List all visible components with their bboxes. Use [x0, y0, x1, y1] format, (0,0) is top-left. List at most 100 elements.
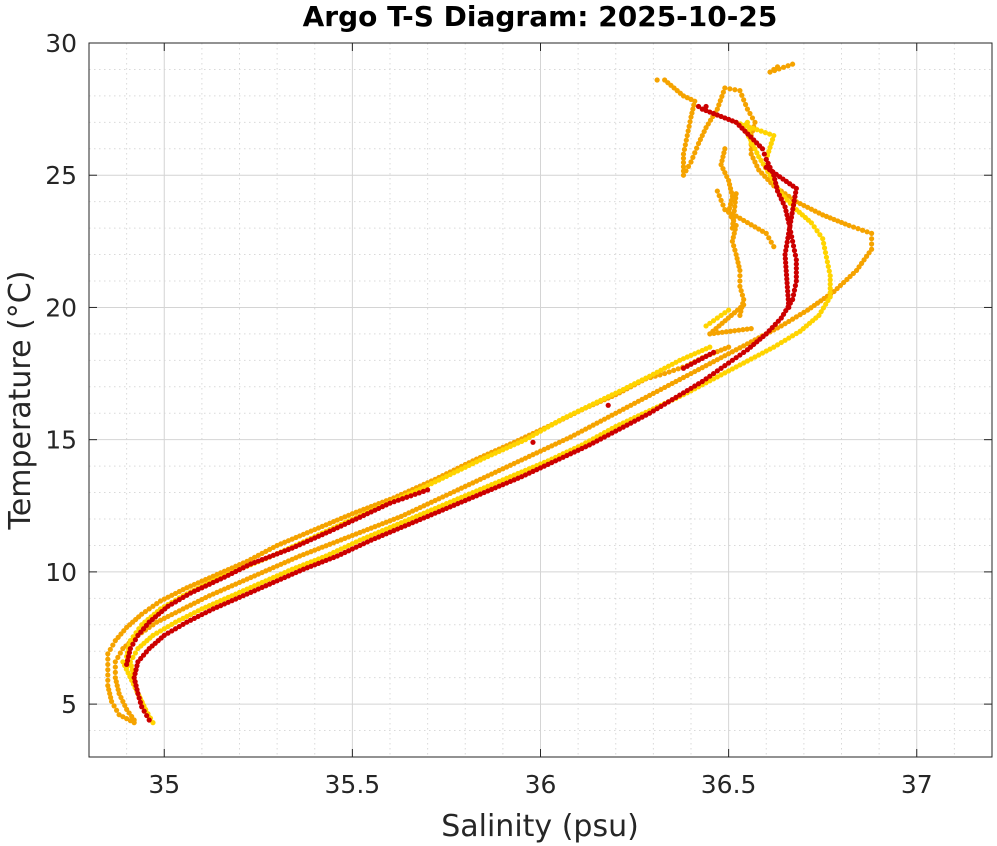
data-point	[146, 717, 152, 723]
data-point	[726, 307, 732, 313]
data-point	[560, 415, 566, 422]
data-point	[115, 686, 121, 693]
data-point	[681, 146, 688, 153]
data-point	[793, 265, 799, 271]
data-point	[605, 402, 611, 408]
data-point	[685, 163, 692, 170]
data-point	[420, 488, 427, 494]
data-point	[769, 136, 776, 143]
data-point	[754, 163, 760, 169]
data-point	[699, 378, 705, 385]
data-point	[737, 312, 743, 318]
data-point	[416, 490, 422, 496]
data-point	[827, 281, 833, 287]
data-point	[741, 349, 747, 355]
data-point	[714, 188, 720, 194]
y-tick-label: 20	[45, 293, 77, 322]
x-axis-label: Salinity (psu)	[441, 809, 639, 844]
data-point	[718, 312, 724, 318]
data-point	[801, 309, 807, 315]
data-point	[169, 601, 175, 607]
data-point	[687, 119, 693, 125]
data-point	[176, 597, 182, 603]
data-point	[112, 659, 118, 665]
data-point	[723, 329, 729, 335]
data-point	[127, 645, 133, 652]
data-point	[783, 247, 789, 254]
data-point	[666, 369, 672, 375]
data-point	[662, 370, 668, 377]
data-point	[130, 641, 136, 647]
data-point	[752, 146, 758, 152]
data-point	[176, 623, 182, 630]
data-point	[692, 383, 698, 389]
data-point	[157, 598, 164, 604]
data-point	[673, 394, 679, 400]
data-point	[120, 698, 126, 705]
data-point	[710, 318, 717, 324]
data-point	[720, 166, 726, 172]
data-point	[783, 260, 789, 266]
data-point	[662, 401, 668, 407]
data-point	[703, 323, 709, 329]
x-tick-labels: 35 35.5 36 36.5 37	[148, 770, 932, 799]
data-point	[790, 206, 796, 212]
data-point	[701, 128, 707, 135]
data-point	[714, 368, 720, 374]
data-point	[133, 667, 139, 673]
data-point	[165, 623, 171, 630]
data-point	[105, 656, 111, 662]
data-point	[774, 342, 781, 348]
data-point	[113, 707, 120, 713]
data-point	[737, 273, 743, 279]
data-point	[142, 608, 149, 615]
data-point	[736, 263, 742, 270]
data-point	[720, 202, 726, 208]
data-point	[688, 385, 694, 391]
data-point	[731, 243, 737, 249]
data-point	[748, 326, 754, 332]
data-point	[685, 128, 691, 134]
data-point	[425, 487, 431, 493]
data-point	[793, 330, 799, 337]
data-point	[776, 192, 783, 198]
data-point	[717, 98, 723, 104]
data-point	[703, 103, 709, 110]
data-point	[680, 164, 687, 170]
data-point	[785, 292, 791, 298]
data-point	[677, 392, 683, 398]
data-point	[788, 214, 795, 220]
data-point	[112, 675, 118, 681]
data-point	[774, 184, 780, 190]
data-point	[395, 497, 401, 503]
data-point	[731, 212, 737, 218]
data-point	[811, 224, 817, 230]
data-point	[869, 241, 875, 247]
data-point	[727, 328, 734, 334]
data-point	[754, 150, 760, 156]
data-point	[744, 326, 750, 332]
data-point	[771, 67, 778, 74]
data-point	[766, 131, 773, 137]
data-point	[391, 499, 397, 505]
data-point	[150, 603, 156, 609]
data-point	[733, 251, 739, 258]
data-point	[707, 373, 713, 379]
data-point	[768, 239, 774, 245]
x-tick-label: 35	[148, 770, 180, 799]
y-tick-labels: 5 10 15 20 25 30	[45, 29, 77, 719]
data-point	[767, 69, 773, 75]
data-point	[688, 114, 694, 120]
x-tick-label: 35.5	[325, 770, 381, 799]
data-point	[169, 628, 175, 634]
data-point	[720, 154, 726, 160]
data-point	[744, 106, 751, 112]
data-point	[821, 240, 827, 246]
data-point	[732, 87, 738, 93]
data-point	[128, 663, 134, 669]
data-point	[691, 102, 697, 108]
data-point	[722, 363, 728, 369]
y-axis-label: Temperature (°C)	[3, 271, 38, 531]
data-point	[827, 277, 833, 283]
data-point	[187, 590, 194, 596]
